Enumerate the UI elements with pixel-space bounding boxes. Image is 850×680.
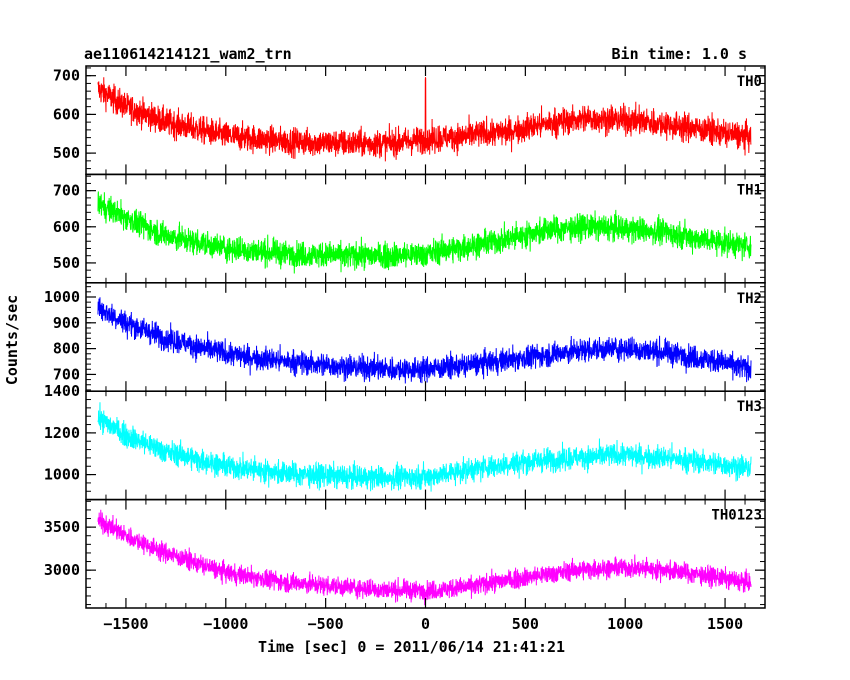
y-tick-label: 3500 [44, 518, 80, 536]
panel-frame-th2 [85, 282, 766, 392]
y-axis-label: Counts/sec [3, 294, 21, 386]
series-line-th1 [97, 191, 752, 274]
series-line-th0123 [97, 509, 752, 606]
panel-label-th0123: TH0123 [711, 508, 762, 524]
panel-frame-th1 [85, 173, 766, 284]
x-tick-label: −1000 [203, 615, 248, 633]
y-tick-label: 600 [53, 105, 80, 123]
x-tick-label: −1500 [103, 615, 148, 633]
y-tick-label: 800 [53, 340, 80, 358]
series-line-th0 [97, 77, 752, 162]
x-axis-label: Time [sec] 0 = 2011/06/14 21:41:21 [258, 638, 566, 656]
y-tick-label: 500 [53, 254, 80, 272]
y-tick-label: 600 [53, 218, 80, 236]
y-tick-label: 1000 [44, 466, 80, 484]
chart-title: ae110614214121_wam2_trn [84, 45, 292, 63]
y-tick-label: 1400 [44, 382, 80, 400]
panel-label-th2: TH2 [737, 291, 762, 307]
y-tick-label: 500 [53, 144, 80, 162]
x-tick-label: −500 [308, 615, 344, 633]
y-tick-label: 900 [53, 314, 80, 332]
y-tick-label: 700 [53, 182, 80, 200]
chart-subtitle: Bin time: 1.0 s [611, 45, 747, 63]
y-tick-label: 3000 [44, 561, 80, 579]
x-tick-label: 0 [421, 615, 430, 633]
series-line-th2 [97, 297, 752, 384]
y-tick-label: 1200 [44, 424, 80, 442]
y-tick-label: 700 [53, 365, 80, 383]
panel-label-th3: TH3 [737, 399, 762, 415]
panel-label-th0: TH0 [737, 74, 762, 90]
x-tick-label: 1000 [607, 615, 643, 633]
y-tick-label: 700 [53, 67, 80, 85]
y-tick-label: 1000 [44, 288, 80, 306]
panel-label-th1: TH1 [737, 182, 762, 198]
x-tick-label: 1500 [707, 615, 743, 633]
x-tick-label: 500 [512, 615, 539, 633]
series-line-th3 [97, 402, 752, 492]
